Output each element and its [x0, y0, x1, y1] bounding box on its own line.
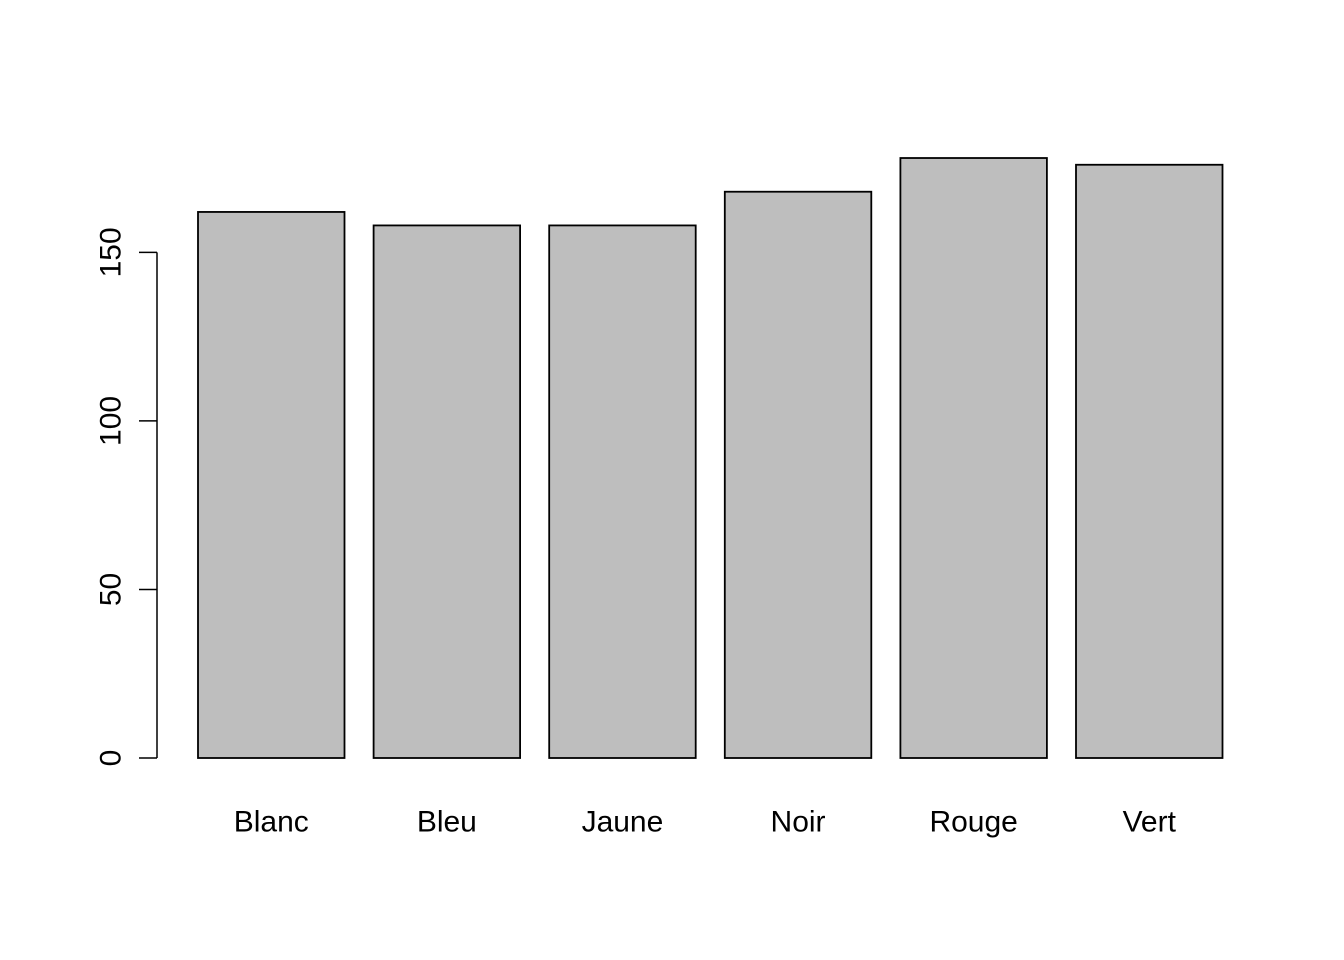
x-category-label: Noir [771, 806, 826, 839]
y-tick-label: 0 [95, 750, 128, 767]
bar-jaune [548, 224, 697, 759]
bar-rouge [899, 157, 1048, 759]
x-axis-labels: Blanc Bleu Jaune Noir Rouge Vert [234, 806, 1177, 839]
x-category-label: Rouge [929, 806, 1017, 839]
y-axis: 0 50 100 150 [95, 227, 158, 766]
y-tick-label: 100 [95, 396, 128, 446]
bar-blanc [197, 211, 346, 759]
x-category-label: Jaune [582, 806, 664, 839]
bars [197, 157, 1224, 759]
bar-vert [1075, 163, 1224, 759]
bar-noir [723, 190, 873, 759]
x-category-label: Bleu [417, 806, 477, 839]
y-tick-label: 50 [95, 573, 128, 606]
bar-bleu [372, 224, 522, 759]
y-tick-label: 150 [95, 227, 128, 277]
x-category-label: Blanc [234, 806, 309, 839]
x-category-label: Vert [1123, 806, 1177, 839]
